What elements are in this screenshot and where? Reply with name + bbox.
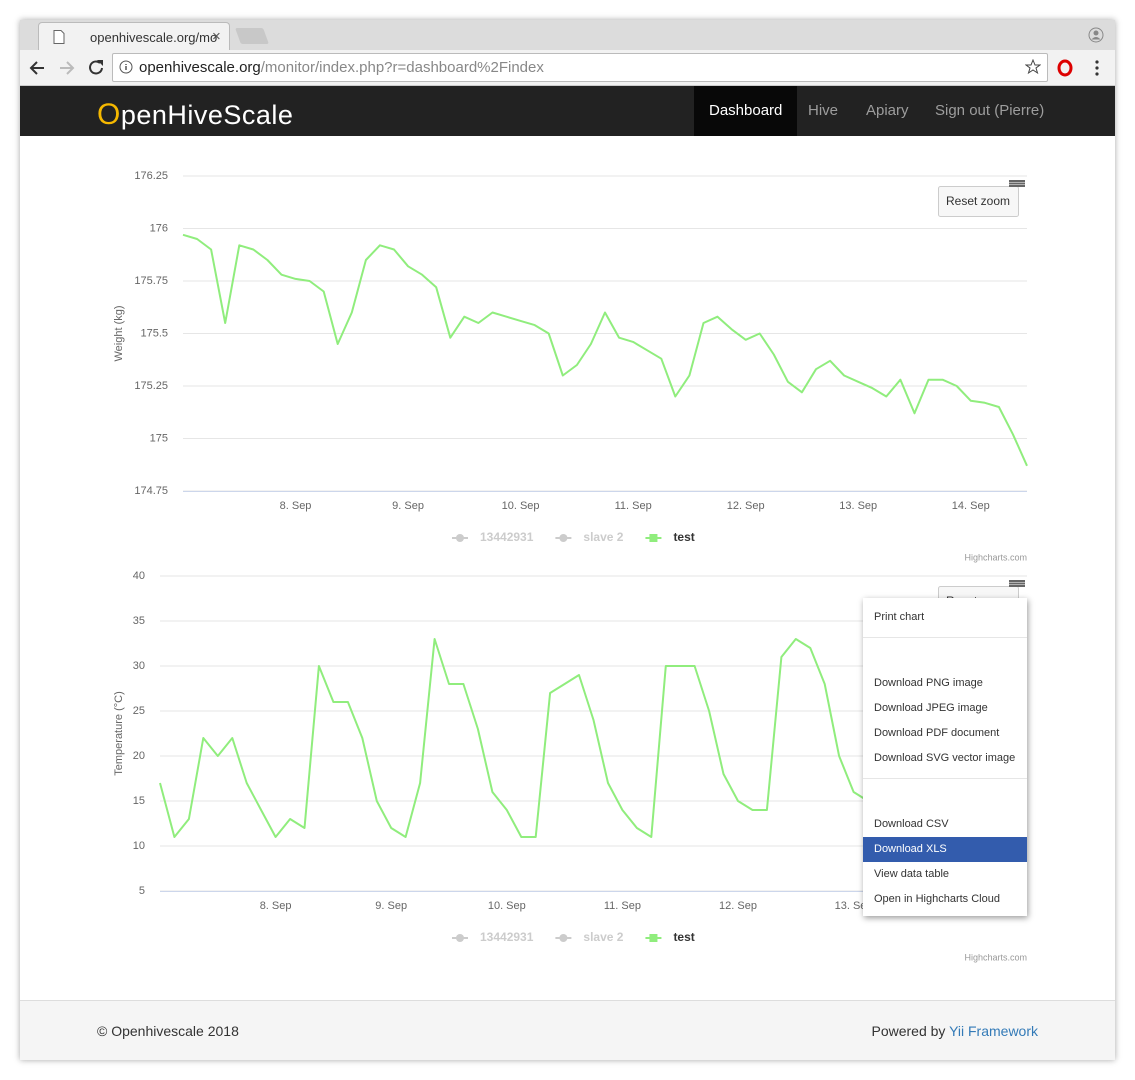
- legend-symbol: [559, 534, 568, 542]
- legend-item: slave 2: [583, 530, 623, 544]
- y-tick-label: 176: [150, 222, 168, 234]
- legend-symbol: [456, 934, 464, 942]
- menu-item[interactable]: Download PNG image: [874, 676, 983, 689]
- y-tick-label: 174.75: [134, 485, 168, 497]
- y-tick-label: 176.25: [134, 170, 168, 182]
- url-box[interactable]: openhivescale.org/monitor/index.php?r=da…: [112, 53, 1048, 82]
- y-tick-label: 175.75: [134, 275, 168, 287]
- star-icon[interactable]: [1025, 59, 1041, 75]
- menu-separator: [863, 637, 1027, 638]
- url-host: openhivescale.org: [139, 59, 261, 76]
- brand[interactable]: OpenHiveScale: [97, 98, 294, 131]
- menu-item[interactable]: Print chart: [874, 610, 925, 623]
- y-tick-label: 175: [150, 432, 168, 444]
- tab-close[interactable]: ×: [212, 28, 221, 45]
- x-tick-label: 11. Sep: [615, 500, 652, 512]
- legend-item: slave 2: [583, 930, 623, 944]
- url-path: /monitor/index.php?r=dashboard%2Findex: [260, 59, 544, 76]
- menu-item[interactable]: Download XLS: [863, 836, 1027, 862]
- x-tick-label: 8. Sep: [280, 500, 312, 512]
- navbar: OpenHiveScale Dashboard Hive Apiary Sign ou…: [20, 86, 1115, 136]
- x-tick-label: 13. Sep: [839, 500, 877, 512]
- toolbar-icons[interactable]: [1057, 58, 1107, 78]
- info-icon: [119, 60, 133, 74]
- powered-by: Powered by Yii Framework: [871, 1023, 1038, 1039]
- menu-item[interactable]: Download JPEG image: [874, 701, 988, 714]
- y-tick-label: 15: [133, 795, 145, 807]
- nav-buttons[interactable]: [28, 58, 118, 78]
- reset-zoom-button[interactable]: [938, 186, 1019, 217]
- legend-item: test: [673, 930, 694, 944]
- legend-symbol: [649, 534, 658, 542]
- menu-separator: [863, 778, 1027, 779]
- reset-zoom-label: Reset zoom: [946, 194, 1010, 208]
- credits: Highcharts.com: [964, 552, 1027, 562]
- menu-item[interactable]: Download PDF document: [874, 726, 1000, 739]
- framework-link[interactable]: Yii Framework: [949, 1023, 1038, 1039]
- x-tick-label: 10. Sep: [502, 500, 540, 512]
- tab-bar: openhivescale.org/mo ×: [20, 20, 1115, 51]
- menu-item[interactable]: Download CSV: [874, 817, 949, 830]
- nav-item[interactable]: Hive: [808, 102, 839, 119]
- menu-item[interactable]: View data table: [874, 867, 950, 880]
- tab-title: openhivescale.org/mo: [90, 30, 218, 45]
- legend-item: test: [673, 530, 694, 544]
- y-tick-label: 5: [139, 885, 145, 897]
- legend-symbol: [649, 934, 658, 942]
- nav-item[interactable]: Dashboard: [694, 86, 798, 136]
- powered-text: Powered by: [871, 1023, 950, 1039]
- x-tick-label: 8. Sep: [260, 900, 292, 912]
- nav-item[interactable]: Apiary: [866, 102, 909, 119]
- address-row: openhivescale.org/monitor/index.php?r=da…: [20, 50, 1115, 86]
- y-tick-label: 10: [133, 840, 145, 852]
- y-tick-label: 20: [133, 750, 145, 762]
- series-line: [182, 233, 1028, 467]
- copyright: © Openhivescale 2018: [97, 1023, 239, 1039]
- export-menu: Print chart Download PNG image Download JP…: [863, 598, 1027, 916]
- x-tick-label: 12. Sep: [727, 500, 765, 512]
- credits: Highcharts.com: [964, 952, 1027, 962]
- y-axis-title: Temperature (°C): [113, 691, 125, 775]
- y-tick-label: 175.5: [140, 327, 168, 339]
- url: openhivescale.org/monitor/index.php?r=da…: [139, 59, 544, 76]
- x-tick-label: 10. Sep: [488, 900, 526, 912]
- y-tick-label: 30: [133, 660, 145, 672]
- x-tick-label: 9. Sep: [392, 500, 424, 512]
- tab[interactable]: openhivescale.org/mo ×: [38, 22, 230, 51]
- series-line: [159, 638, 869, 838]
- footer: © Openhivescale 2018 Powered by Yii Fram…: [20, 1000, 1115, 1060]
- menu-item[interactable]: Download SVG vector image: [874, 751, 1016, 764]
- browser-window: openhivescale.org/mo × openhivescale.org…: [20, 20, 1115, 1060]
- y-tick-label: 35: [133, 615, 145, 627]
- x-tick-label: 12. Sep: [719, 900, 757, 912]
- legend-symbol: [559, 934, 568, 942]
- legend-item: 13442931: [480, 530, 534, 544]
- menu-item[interactable]: Open in Highcharts Cloud: [874, 892, 1000, 905]
- y-tick-label: 175.25: [134, 380, 168, 392]
- x-tick-label: 11. Sep: [604, 900, 641, 912]
- page-icon: [53, 30, 65, 44]
- x-tick-label: 14. Sep: [952, 500, 990, 512]
- x-tick-label: 9. Sep: [375, 900, 407, 912]
- y-tick-label: 40: [133, 570, 145, 582]
- nav-item[interactable]: Sign out (Pierre): [935, 102, 1045, 119]
- legend-symbol: [456, 534, 464, 542]
- y-axis-title: Weight (kg): [113, 305, 125, 361]
- profile-icon[interactable]: [1088, 27, 1104, 43]
- y-tick-label: 25: [133, 705, 145, 717]
- legend-item: 13442931: [480, 930, 534, 944]
